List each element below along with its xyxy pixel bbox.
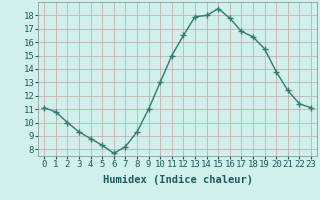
- X-axis label: Humidex (Indice chaleur): Humidex (Indice chaleur): [103, 175, 252, 185]
